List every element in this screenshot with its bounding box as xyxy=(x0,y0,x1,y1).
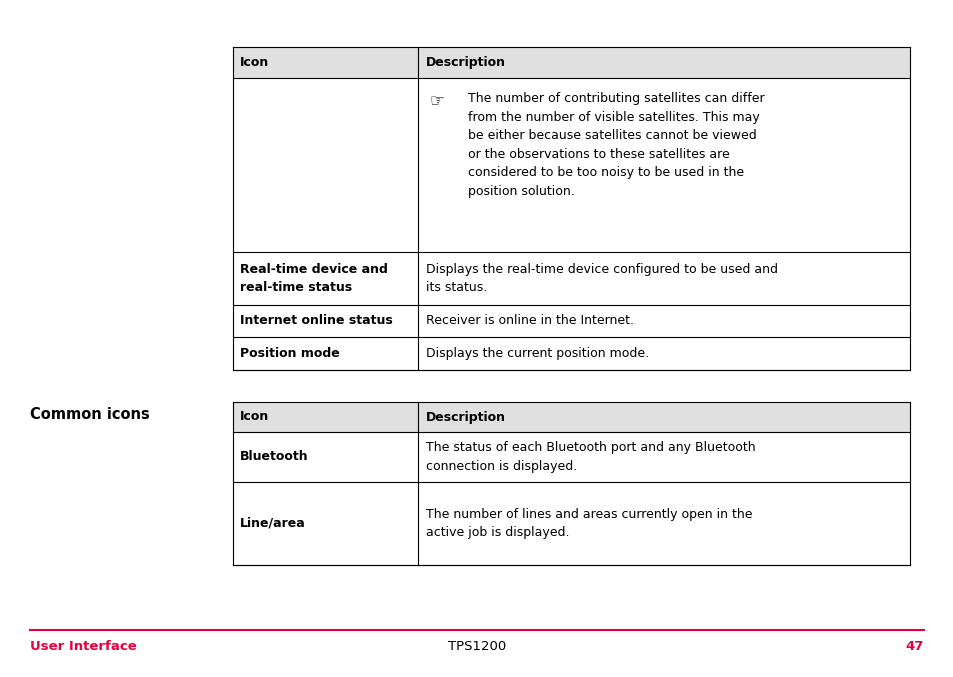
Text: Position mode: Position mode xyxy=(240,347,339,360)
Text: ☞: ☞ xyxy=(430,92,444,110)
Bar xyxy=(233,47,909,78)
Text: Icon: Icon xyxy=(240,56,269,69)
Text: The status of each Bluetooth port and any Bluetooth
connection is displayed.: The status of each Bluetooth port and an… xyxy=(426,441,755,473)
Text: The number of lines and areas currently open in the
active job is displayed.: The number of lines and areas currently … xyxy=(426,508,752,540)
Bar xyxy=(233,402,909,432)
Text: Internet online status: Internet online status xyxy=(240,315,393,328)
Text: Description: Description xyxy=(426,410,505,424)
Text: Displays the current position mode.: Displays the current position mode. xyxy=(426,347,648,360)
Text: Line/area: Line/area xyxy=(240,517,305,530)
Text: Displays the real-time device configured to be used and
its status.: Displays the real-time device configured… xyxy=(426,263,778,294)
Text: Icon: Icon xyxy=(240,410,269,424)
Text: 47: 47 xyxy=(904,640,923,653)
Text: Common icons: Common icons xyxy=(30,407,150,422)
Text: Bluetooth: Bluetooth xyxy=(240,450,309,464)
Text: Real-time device and
real-time status: Real-time device and real-time status xyxy=(240,263,388,294)
Text: Description: Description xyxy=(426,56,505,69)
Text: The number of contributing satellites can differ
from the number of visible sate: The number of contributing satellites ca… xyxy=(468,92,763,198)
Text: User Interface: User Interface xyxy=(30,640,136,653)
Text: TPS1200: TPS1200 xyxy=(447,640,506,653)
Text: Receiver is online in the Internet.: Receiver is online in the Internet. xyxy=(426,315,634,328)
